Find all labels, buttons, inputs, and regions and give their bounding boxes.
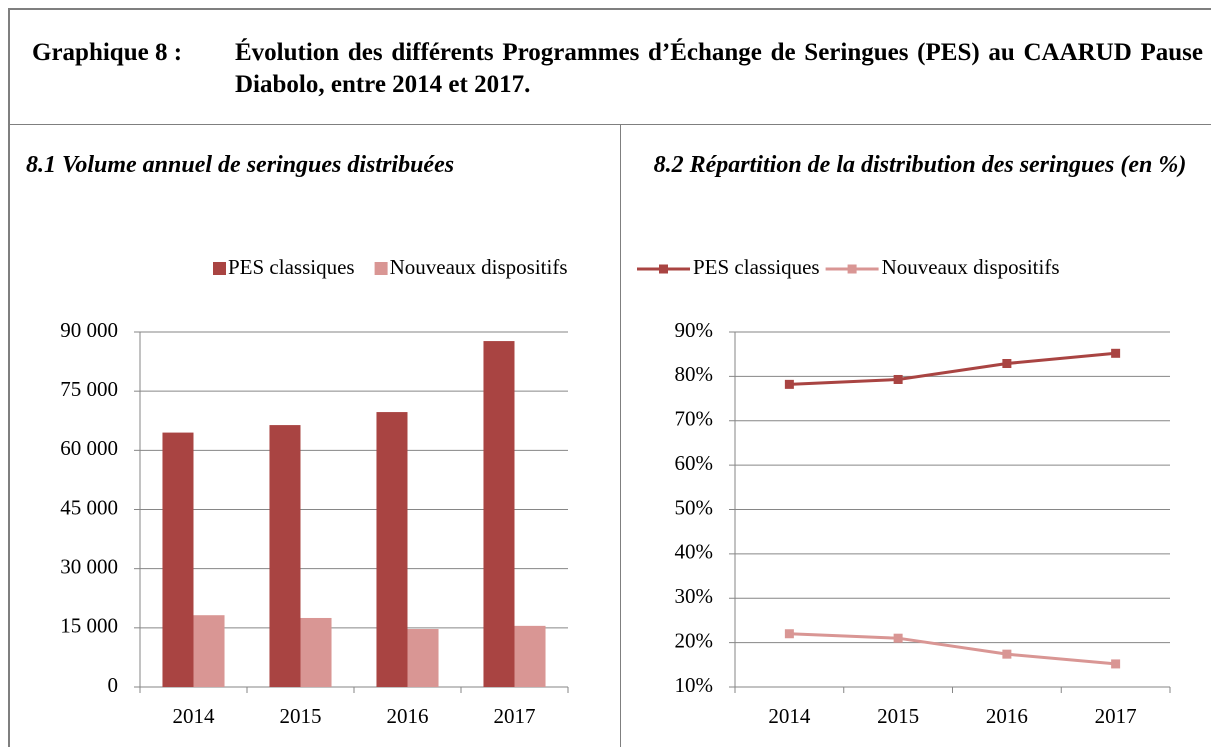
legend-marker xyxy=(847,264,857,274)
bar xyxy=(514,625,546,687)
x-tick-label: 2016 xyxy=(986,704,1028,728)
figure-label: Graphique 8 : xyxy=(32,39,183,66)
marker xyxy=(1111,659,1121,669)
y-tick-label: 15 000 xyxy=(60,614,118,638)
y-tick-label: 45 000 xyxy=(60,495,118,519)
y-tick-label: 10% xyxy=(675,673,714,697)
legend-swatch xyxy=(374,262,388,275)
marker xyxy=(1111,348,1121,358)
y-tick-label: 90% xyxy=(675,318,714,342)
marker xyxy=(1002,649,1012,659)
frame xyxy=(8,8,1211,747)
marker xyxy=(893,633,903,643)
bar xyxy=(269,425,301,687)
bar xyxy=(407,629,439,687)
marker xyxy=(784,629,794,639)
x-tick-label: 2017 xyxy=(1095,704,1137,728)
x-tick-label: 2014 xyxy=(173,704,216,728)
y-tick-label: 60% xyxy=(675,451,714,475)
x-tick-label: 2016 xyxy=(387,704,429,728)
legend-swatch xyxy=(213,262,226,275)
x-tick-label: 2014 xyxy=(768,704,811,728)
legend-label: PES classiques xyxy=(693,255,820,279)
legend-label: Nouveaux dispositifs xyxy=(390,255,568,279)
bar xyxy=(193,615,225,687)
marker xyxy=(784,379,794,389)
legend-marker xyxy=(659,264,668,274)
legend-label: Nouveaux dispositifs xyxy=(882,255,1060,279)
y-tick-label: 60 000 xyxy=(60,436,118,460)
divider xyxy=(8,124,1211,125)
y-tick-label: 75 000 xyxy=(60,377,118,401)
y-tick-label: 30% xyxy=(675,584,714,608)
y-tick-label: 50% xyxy=(675,495,714,519)
bar xyxy=(300,617,332,687)
chart-title: 8.2 Répartition de la distribution des s… xyxy=(653,152,1187,178)
legend-label: PES classiques xyxy=(228,255,355,279)
chart-title: 8.1 Volume annuel de seringues distribué… xyxy=(26,152,455,178)
y-tick-label: 30 000 xyxy=(60,554,118,578)
y-tick-label: 20% xyxy=(675,628,714,652)
line xyxy=(789,632,1116,666)
bar xyxy=(483,341,515,687)
y-tick-label: 90 000 xyxy=(60,318,118,342)
divider xyxy=(620,124,621,747)
y-tick-label: 40% xyxy=(675,540,714,564)
marker xyxy=(893,374,903,384)
line xyxy=(789,351,1116,386)
bar xyxy=(376,412,408,687)
y-tick-label: 80% xyxy=(675,362,714,386)
figure-title: Évolution des différents Programmes d’Éc… xyxy=(235,39,1203,98)
bar xyxy=(162,432,194,687)
x-tick-label: 2015 xyxy=(280,704,322,728)
x-tick-label: 2017 xyxy=(494,704,536,728)
x-tick-label: 2015 xyxy=(877,704,919,728)
y-tick-label: 70% xyxy=(675,407,714,431)
y-tick-label: 0 xyxy=(108,673,119,697)
marker xyxy=(1002,359,1012,369)
